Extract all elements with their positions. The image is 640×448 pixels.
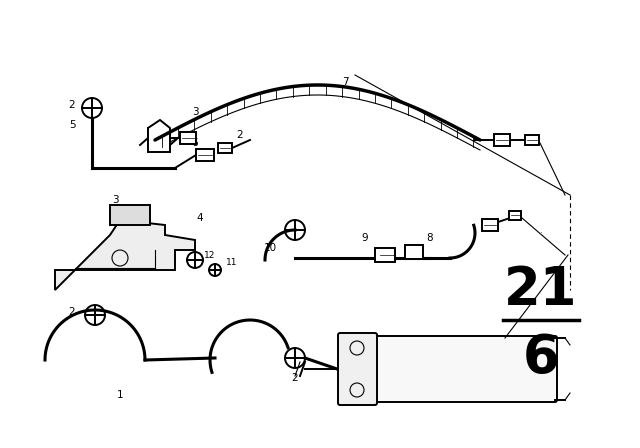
Text: 7: 7 (342, 77, 348, 87)
Polygon shape (55, 220, 195, 290)
Text: 21: 21 (541, 232, 543, 233)
Text: 21: 21 (504, 264, 577, 316)
Bar (218, 143, 232, 153)
Text: 2: 2 (68, 307, 76, 317)
Bar (196, 149, 214, 161)
Bar (405, 245, 423, 259)
Bar (482, 219, 498, 231)
Text: 8: 8 (427, 233, 433, 243)
Text: 4: 4 (196, 213, 204, 223)
Text: 6: 6 (192, 138, 198, 148)
Text: 9: 9 (362, 233, 368, 243)
Text: 1: 1 (116, 390, 124, 400)
Bar (180, 132, 196, 144)
Text: 11: 11 (227, 258, 237, 267)
Text: 12: 12 (204, 250, 216, 259)
Text: 10: 10 (264, 243, 276, 253)
Text: 5: 5 (68, 120, 76, 130)
Text: 3: 3 (192, 107, 198, 117)
Bar (375, 248, 395, 262)
Text: 2: 2 (292, 373, 298, 383)
Bar (494, 134, 510, 146)
Text: 6: 6 (522, 332, 559, 384)
Bar (110, 205, 150, 225)
FancyBboxPatch shape (338, 333, 377, 405)
Polygon shape (148, 120, 170, 152)
FancyBboxPatch shape (368, 336, 557, 402)
Bar (525, 135, 539, 145)
Text: 2: 2 (237, 130, 243, 140)
Bar (509, 211, 521, 220)
Text: 2: 2 (68, 100, 76, 110)
Text: 3: 3 (112, 195, 118, 205)
